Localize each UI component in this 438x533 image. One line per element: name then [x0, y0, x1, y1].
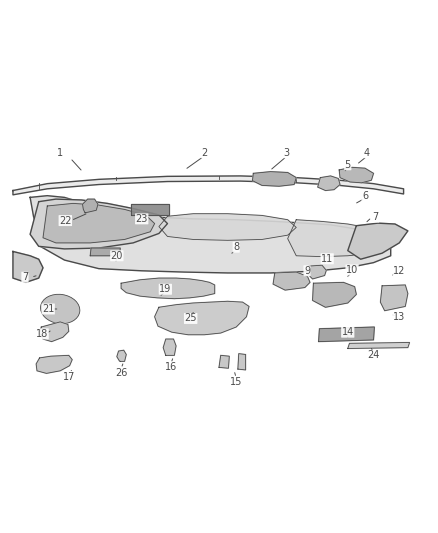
Text: 2: 2: [201, 148, 207, 158]
Text: 16: 16: [165, 362, 177, 373]
Text: 12: 12: [393, 266, 406, 276]
Polygon shape: [163, 339, 176, 356]
Polygon shape: [155, 301, 249, 335]
Text: 8: 8: [233, 242, 239, 252]
Text: 7: 7: [373, 212, 379, 222]
Polygon shape: [131, 204, 169, 215]
Text: 9: 9: [304, 266, 310, 276]
Polygon shape: [380, 285, 408, 311]
Polygon shape: [339, 167, 374, 183]
Polygon shape: [36, 356, 72, 374]
Text: 23: 23: [135, 214, 148, 224]
Text: 17: 17: [64, 372, 76, 382]
Ellipse shape: [41, 294, 80, 324]
Text: 11: 11: [321, 254, 333, 264]
Polygon shape: [30, 199, 167, 249]
Text: 7: 7: [22, 272, 28, 282]
Polygon shape: [82, 199, 98, 213]
Text: 5: 5: [345, 160, 351, 170]
Polygon shape: [313, 282, 357, 308]
Polygon shape: [288, 220, 391, 256]
Polygon shape: [273, 272, 310, 290]
Polygon shape: [13, 176, 403, 195]
Polygon shape: [13, 252, 43, 282]
Text: 19: 19: [159, 284, 171, 294]
Polygon shape: [238, 353, 246, 370]
Polygon shape: [43, 204, 155, 243]
Polygon shape: [39, 322, 69, 342]
Polygon shape: [252, 172, 296, 186]
Text: 21: 21: [42, 304, 54, 314]
Text: 1: 1: [57, 148, 63, 158]
Text: 14: 14: [342, 327, 354, 337]
Text: 4: 4: [364, 148, 370, 158]
Text: 26: 26: [115, 368, 127, 377]
Polygon shape: [348, 223, 408, 259]
Text: 22: 22: [59, 215, 71, 225]
Text: 24: 24: [367, 350, 380, 360]
Polygon shape: [159, 214, 296, 240]
Text: 18: 18: [36, 329, 48, 339]
Text: 10: 10: [346, 265, 358, 275]
Text: 6: 6: [362, 191, 368, 201]
Polygon shape: [318, 327, 374, 342]
Polygon shape: [318, 176, 340, 190]
Polygon shape: [121, 278, 215, 298]
Polygon shape: [30, 196, 391, 273]
Polygon shape: [90, 248, 120, 256]
Text: 3: 3: [284, 148, 290, 158]
Polygon shape: [219, 356, 230, 368]
Polygon shape: [348, 343, 410, 349]
Text: 25: 25: [184, 313, 197, 324]
Text: 15: 15: [230, 377, 242, 387]
Text: 13: 13: [393, 312, 406, 322]
Text: 20: 20: [111, 251, 123, 261]
Polygon shape: [117, 350, 126, 361]
Polygon shape: [307, 265, 326, 279]
